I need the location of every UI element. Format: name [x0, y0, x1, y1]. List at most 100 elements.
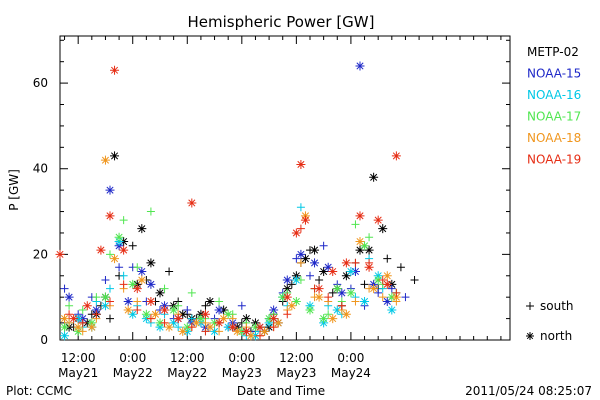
north-point	[173, 314, 183, 324]
north-point	[169, 305, 179, 315]
north-point	[119, 245, 129, 255]
south-point	[65, 318, 74, 327]
south-point	[201, 301, 210, 310]
north-point	[100, 292, 110, 302]
south-point	[296, 276, 305, 285]
x-axis-label: Date and Time	[237, 384, 325, 398]
south-point	[133, 297, 142, 306]
south-point	[374, 288, 383, 297]
north-point	[137, 224, 147, 234]
south-point	[378, 293, 387, 302]
north-point	[300, 254, 310, 264]
north-point	[205, 322, 215, 332]
north-point	[64, 292, 74, 302]
north-point	[64, 322, 74, 332]
north-point	[196, 314, 206, 324]
north-point	[78, 314, 88, 324]
south-point	[283, 310, 292, 319]
north-point	[350, 266, 360, 276]
north-point	[232, 326, 242, 336]
legend-entry: NOAA-17	[527, 110, 581, 124]
south-point	[133, 306, 142, 315]
north-point	[114, 232, 124, 242]
south-point	[228, 314, 237, 323]
legend-entry: NOAA-19	[527, 153, 581, 167]
south-point	[128, 241, 137, 250]
x-tick-label: 0:00	[337, 351, 364, 365]
north-point	[105, 211, 115, 221]
north-point	[123, 305, 133, 315]
x-tick-label: May24	[331, 366, 371, 380]
north-point	[341, 309, 351, 319]
north-point	[141, 309, 151, 319]
north-point	[387, 305, 397, 315]
north-point	[369, 284, 379, 294]
south-point	[78, 306, 87, 315]
south-point	[60, 284, 69, 293]
south-point	[174, 323, 183, 332]
north-point	[219, 305, 229, 315]
plot-area: 020406012:00May210:00May2212:00May220:00…	[33, 35, 511, 380]
north-point	[355, 237, 365, 247]
plot-frame	[59, 35, 511, 341]
south-point	[410, 276, 419, 285]
north-point	[96, 245, 106, 255]
north-point	[237, 326, 247, 336]
north-point	[273, 318, 283, 328]
south-point	[201, 327, 210, 336]
north-point	[82, 318, 92, 328]
north-point	[300, 215, 310, 225]
north-point	[269, 305, 279, 315]
north-point	[391, 292, 401, 302]
south-point	[106, 297, 114, 306]
north-point	[282, 275, 292, 285]
south-point	[269, 323, 278, 332]
south-point	[378, 276, 387, 285]
south-point	[215, 327, 224, 336]
north-point	[282, 284, 292, 294]
north-point	[373, 275, 383, 285]
north-point	[360, 241, 370, 251]
north-point	[382, 271, 392, 281]
north-point	[241, 314, 251, 324]
north-point	[346, 288, 356, 298]
north-point	[155, 318, 165, 328]
north-point	[341, 271, 351, 281]
south-point	[133, 263, 142, 272]
y-tick-label: 40	[33, 162, 48, 176]
y-tick-label: 0	[40, 333, 48, 347]
south-point	[306, 271, 314, 280]
south-point	[160, 318, 169, 327]
north-point	[119, 237, 129, 247]
north-point	[214, 318, 224, 328]
north-point	[282, 292, 292, 302]
north-point	[210, 326, 220, 336]
south-point	[101, 276, 110, 285]
south-point	[174, 301, 183, 310]
south-point	[119, 280, 128, 289]
y-tick-label: 60	[33, 76, 48, 90]
north-point	[296, 159, 306, 169]
south-point	[387, 284, 396, 293]
south-point	[237, 301, 246, 310]
north-point	[60, 314, 70, 324]
north-point	[287, 301, 297, 311]
legend-entry: METP-02	[527, 45, 579, 59]
south-point	[187, 323, 196, 332]
north-point	[291, 275, 301, 285]
north-point	[182, 322, 192, 332]
legend-entry: NOAA-18	[527, 131, 581, 145]
north-point	[146, 279, 156, 289]
y-tick-label: 20	[33, 247, 48, 261]
north-point	[346, 266, 356, 276]
north-point	[337, 288, 347, 298]
marker-legend-label: north	[540, 329, 572, 343]
north-point	[264, 314, 274, 324]
south-point	[187, 288, 196, 297]
south-point	[365, 233, 374, 242]
north-point	[291, 228, 301, 238]
south-point	[115, 263, 124, 272]
plot-credit: Plot: CCMC	[6, 384, 72, 398]
north-point	[269, 314, 279, 324]
